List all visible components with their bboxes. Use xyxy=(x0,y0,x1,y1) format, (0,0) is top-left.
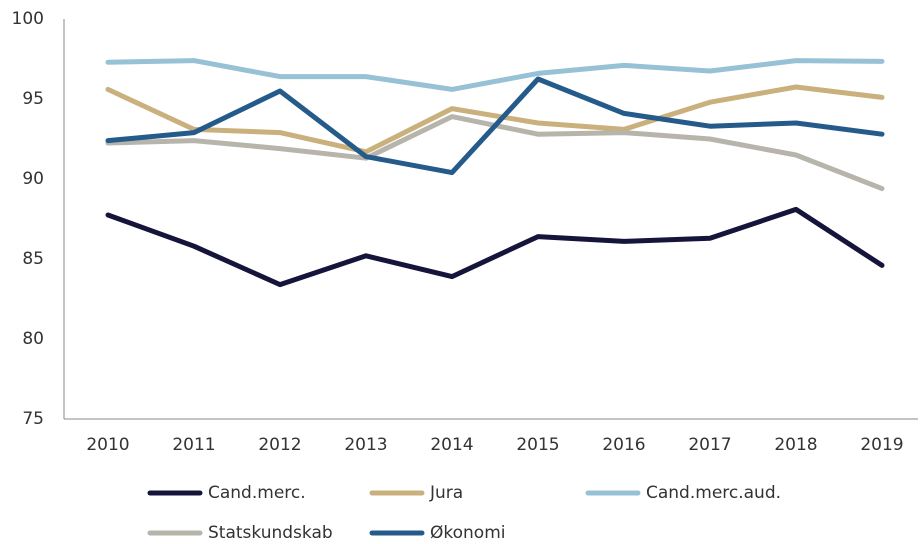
x-tick-label: 2015 xyxy=(516,435,559,455)
y-tick-label: 80 xyxy=(22,329,44,349)
legend-label: Cand.merc. xyxy=(208,483,306,503)
x-tick-label: 2018 xyxy=(774,435,817,455)
legend-label: Statskundskab xyxy=(208,523,333,543)
series-line xyxy=(105,76,885,176)
y-tick-label: 95 xyxy=(22,89,44,109)
legend-label: Økonomi xyxy=(430,523,505,543)
x-tick-label: 2019 xyxy=(860,435,903,455)
x-tick-label: 2017 xyxy=(688,435,731,455)
x-tick-label: 2010 xyxy=(86,435,129,455)
y-tick-label: 85 xyxy=(22,249,44,269)
x-tick-label: 2014 xyxy=(430,435,473,455)
x-tick-label: 2016 xyxy=(602,435,645,455)
x-tick-label: 2011 xyxy=(172,435,215,455)
y-tick-label: 100 xyxy=(12,9,44,29)
series-line xyxy=(105,206,885,288)
x-tick-label: 2013 xyxy=(344,435,387,455)
legend-label: Cand.merc.aud. xyxy=(646,483,781,503)
x-tick-label: 2012 xyxy=(258,435,301,455)
y-tick-label: 90 xyxy=(22,169,44,189)
series-line xyxy=(105,58,885,92)
y-tick-label: 75 xyxy=(22,409,44,429)
legend-label: Jura xyxy=(429,483,463,503)
series-line xyxy=(105,84,885,155)
